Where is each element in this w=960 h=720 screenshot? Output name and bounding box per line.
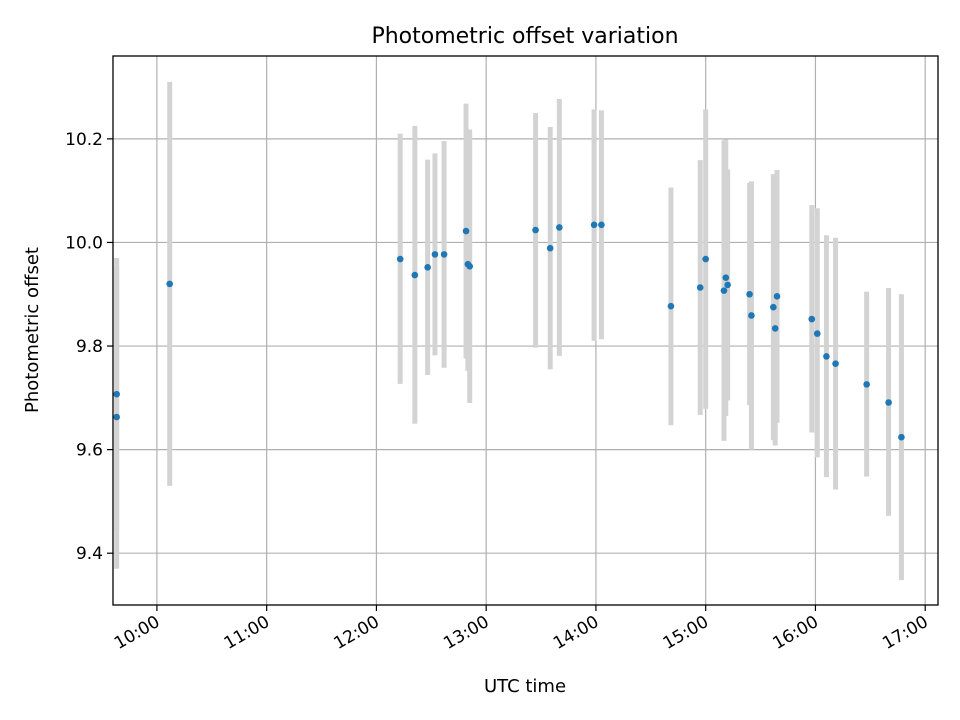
data-point — [770, 303, 777, 311]
data-point — [113, 390, 120, 398]
x-axis: 10:00 11:00 12:00 13:00 14:00 15:00 16:00 17:00 — [111, 605, 932, 654]
plot-frame — [112, 55, 939, 606]
chart-title: Photometric offset variation — [371, 24, 678, 49]
x-tick-label: 11:00 — [221, 612, 273, 654]
data-point — [440, 251, 448, 258]
y-tick-label: 9.4 — [76, 544, 103, 564]
data-point — [813, 330, 821, 337]
x-tick-label: 10:00 — [111, 612, 163, 654]
data-point — [532, 226, 539, 234]
data-point — [462, 227, 470, 235]
data-point — [720, 287, 728, 294]
x-tick-label: 14:00 — [550, 612, 602, 654]
data-point — [832, 360, 839, 367]
data-point — [411, 271, 419, 279]
data-points — [113, 221, 905, 441]
data-point — [746, 290, 753, 298]
error-bars — [114, 81, 904, 581]
data-point — [771, 325, 779, 332]
x-tick-label: 16:00 — [770, 612, 822, 654]
data-point — [113, 413, 120, 421]
data-point — [466, 262, 474, 270]
x-tick-label: 17:00 — [879, 612, 931, 654]
y-tick-label: 9.6 — [76, 441, 103, 461]
data-point — [431, 251, 439, 258]
data-point — [724, 281, 731, 289]
y-axis-label: Photometric offset — [22, 247, 43, 413]
data-point — [396, 255, 404, 263]
data-point — [863, 381, 870, 388]
y-axis: 9.4 9.6 9.8 10.0 10.2 — [65, 130, 113, 564]
x-tick-label: 15:00 — [660, 612, 712, 654]
data-point — [556, 224, 563, 231]
data-point — [898, 433, 905, 441]
data-point — [696, 284, 704, 291]
x-tick-label: 12:00 — [330, 612, 382, 654]
data-point — [424, 264, 431, 271]
data-point — [702, 255, 709, 263]
data-point — [748, 312, 755, 319]
data-point — [722, 274, 730, 281]
y-tick-label: 9.8 — [76, 337, 103, 357]
data-point — [823, 353, 830, 360]
data-point — [590, 221, 598, 229]
y-tick-label: 10.0 — [65, 233, 103, 253]
data-point — [598, 221, 605, 229]
data-point — [885, 399, 892, 406]
x-tick-label: 13:00 — [440, 612, 492, 654]
data-point — [773, 293, 781, 300]
y-tick-label: 10.2 — [65, 130, 103, 150]
data-point — [808, 315, 816, 323]
x-axis-label: UTC time — [484, 676, 566, 697]
data-point — [667, 302, 675, 310]
data-point — [546, 244, 554, 252]
data-point — [166, 280, 174, 288]
